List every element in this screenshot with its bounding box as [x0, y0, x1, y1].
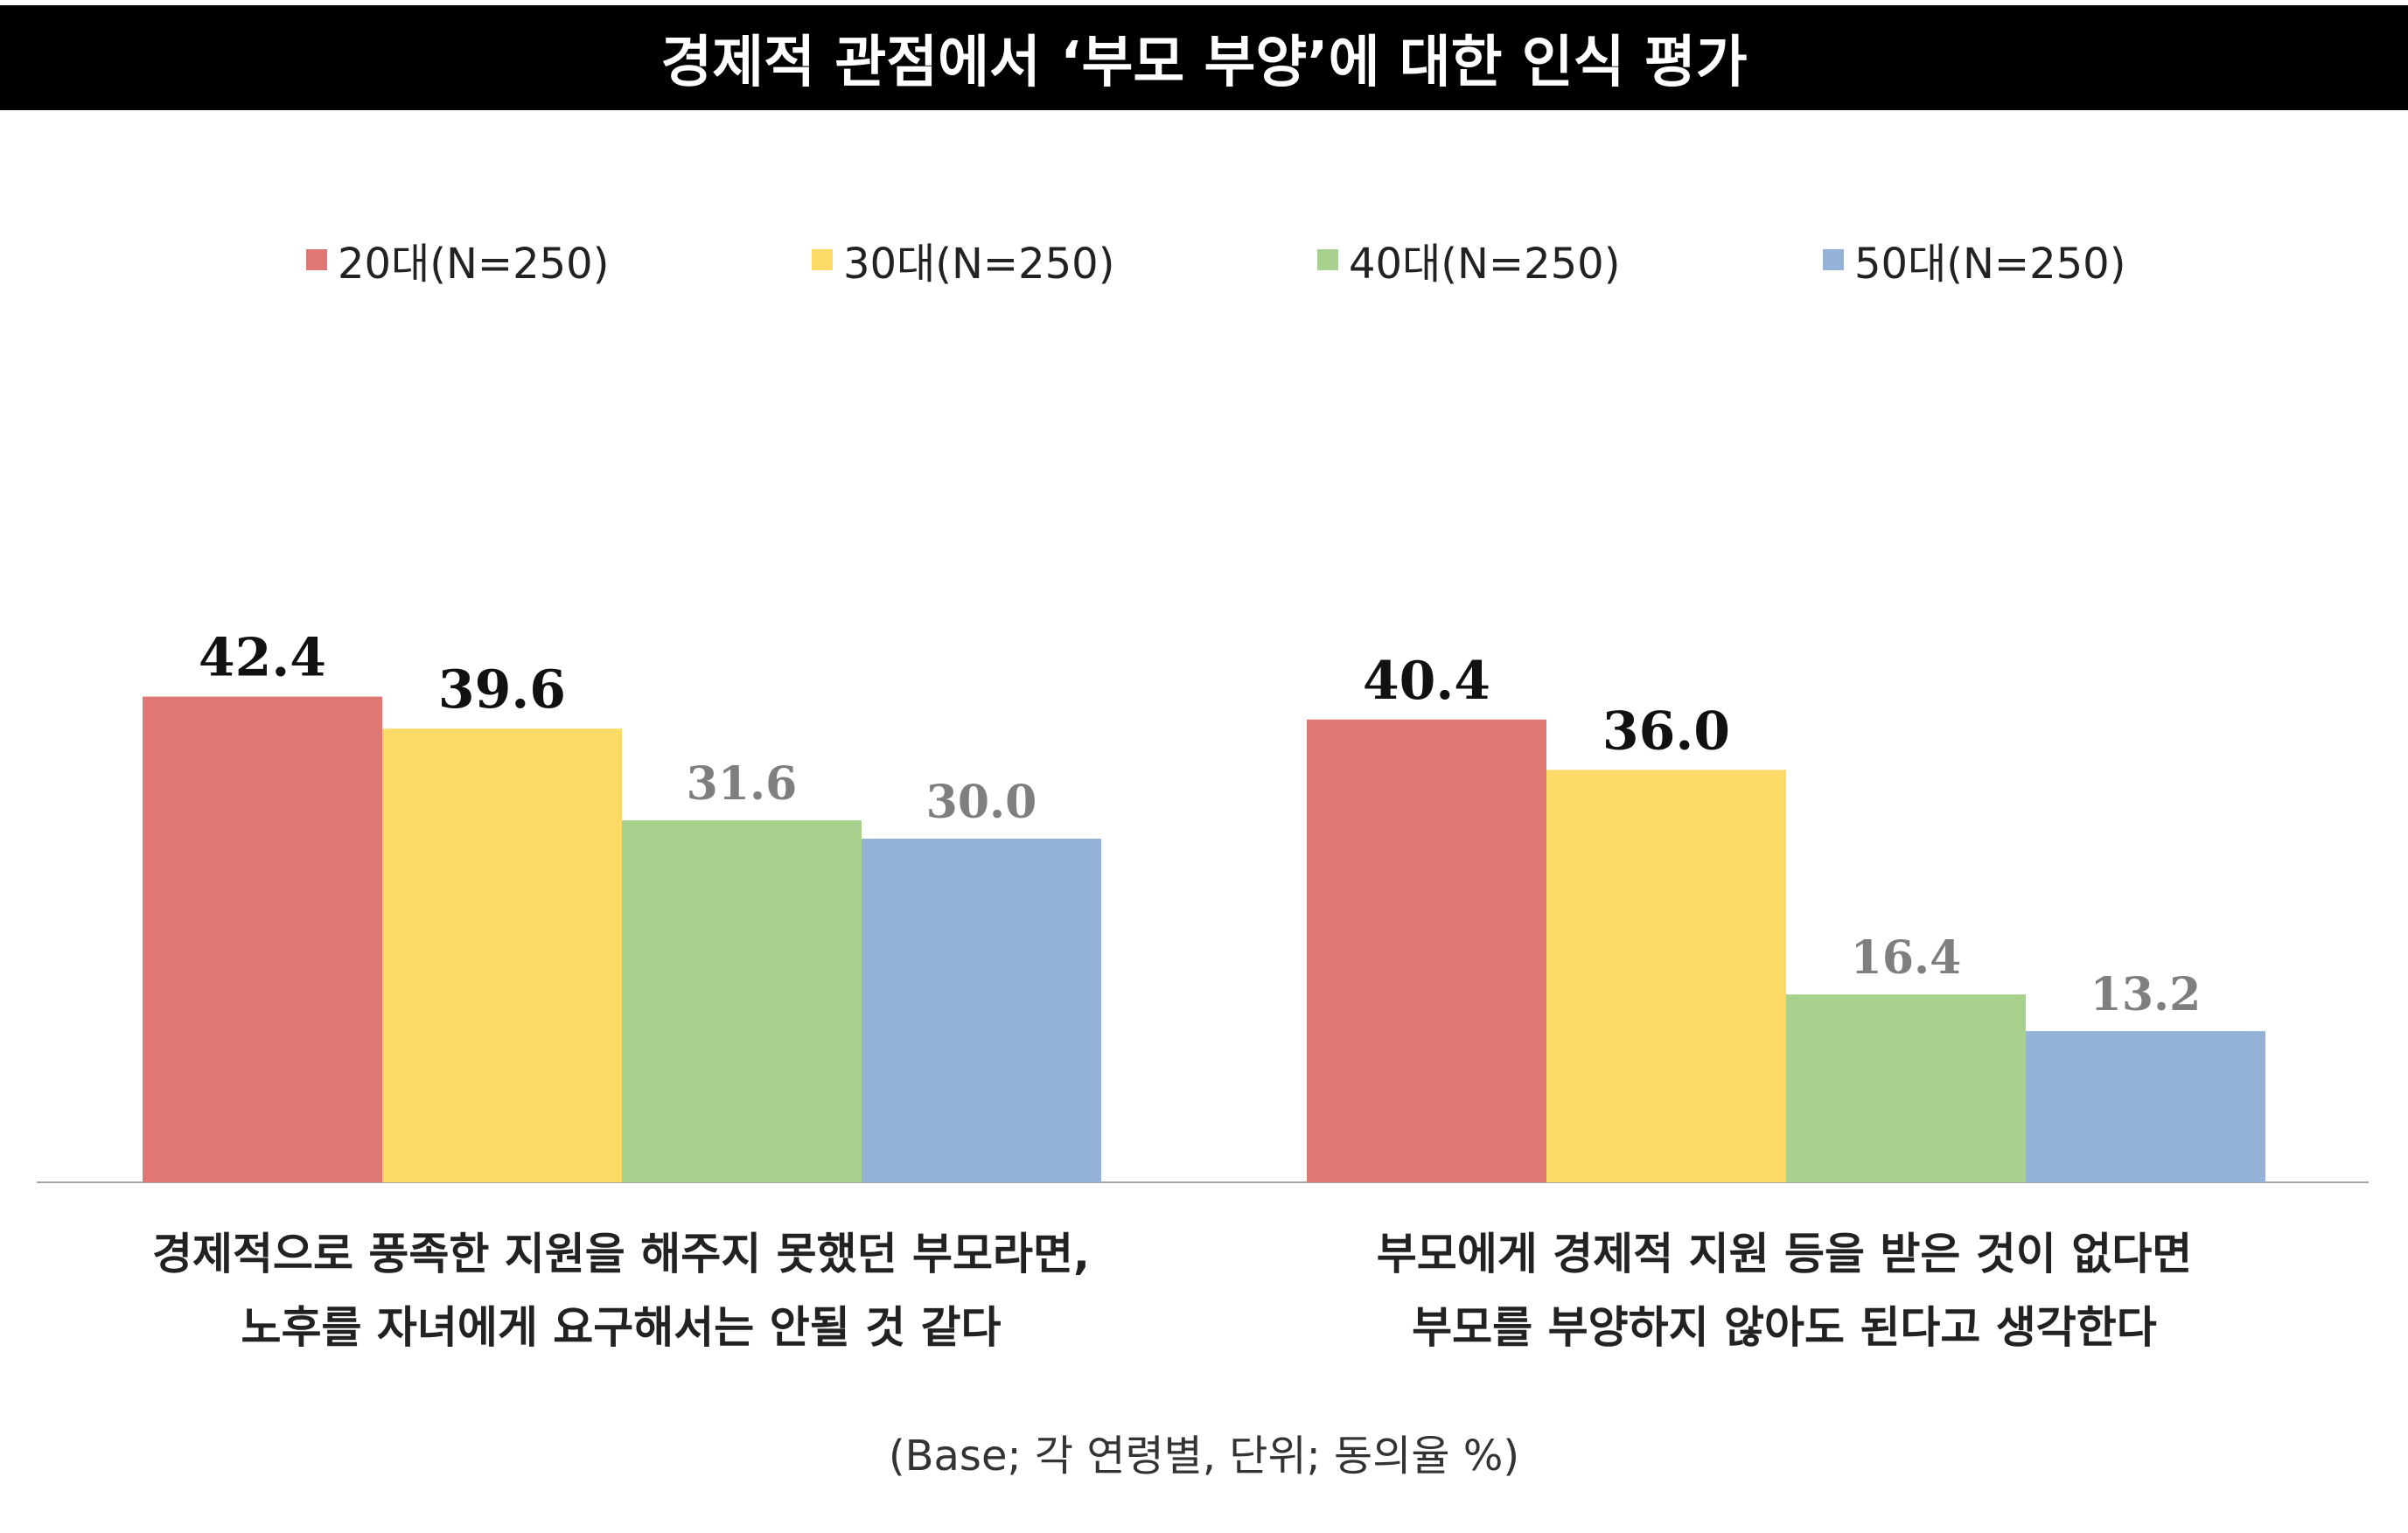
- data-label-group1-50s: 30.0: [926, 776, 1037, 829]
- data-label-group1-30s: 39.6: [438, 659, 566, 721]
- data-label-group1-20s: 42.4: [199, 628, 326, 689]
- legend-label-20s: 20대(N=250): [338, 240, 610, 289]
- data-label-group2-20s: 40.4: [1363, 651, 1490, 712]
- legend: 20대(N=250) 30대(N=250) 40대(N=250) 50대(N=2…: [0, 229, 2408, 290]
- legend-label-40s: 40대(N=250): [1349, 240, 1621, 289]
- legend-item-30s: 30대(N=250): [812, 229, 1114, 290]
- category-label-2-line-2: 부모를 부양하지 않아도 된다고 생각한다: [1412, 1302, 2157, 1353]
- legend-item-20s: 20대(N=250): [306, 229, 609, 290]
- bar-group1-20s: [143, 696, 382, 1182]
- category-label-2-line-1: 부모에게 경제적 지원 등을 받은 것이 없다면: [1376, 1229, 2193, 1279]
- legend-item-40s: 40대(N=250): [1317, 229, 1620, 290]
- bar-group2-50s: [2026, 1031, 2265, 1182]
- bar-group1-40s: [622, 820, 862, 1182]
- bar-group1-50s: [862, 839, 1101, 1182]
- legend-swatch-40s: [1317, 249, 1338, 270]
- legend-label-30s: 30대(N=250): [843, 240, 1115, 289]
- bar-group2-30s: [1546, 770, 1786, 1182]
- legend-swatch-30s: [812, 249, 833, 270]
- legend-item-50s: 50대(N=250): [1823, 229, 2125, 290]
- category-label-1-line-1: 경제적으로 풍족한 지원을 해주지 못했던 부모라면,: [151, 1229, 1091, 1279]
- category-label-1-line-2: 노후를 자녀에게 요구해서는 안될 것 같다: [241, 1302, 1002, 1353]
- data-label-group2-30s: 36.0: [1602, 700, 1730, 762]
- data-label-group2-50s: 13.2: [2090, 968, 2202, 1021]
- bar-group2-40s: [1786, 994, 2026, 1182]
- chart-title: 경제적 관점에서 ‘부모 부양’에 대한 인식 평가: [0, 5, 2408, 110]
- data-label-group1-40s: 31.6: [687, 757, 798, 811]
- legend-swatch-50s: [1823, 249, 1844, 270]
- bar-group2-20s: [1307, 719, 1546, 1182]
- legend-label-50s: 50대(N=250): [1854, 240, 2126, 289]
- category-label-2: 부모에게 경제적 지원 등을 받은 것이 없다면 부모를 부양하지 않아도 된다…: [1216, 1217, 2353, 1364]
- category-label-1: 경제적으로 풍족한 지원을 해주지 못했던 부모라면, 노후를 자녀에게 요구해…: [52, 1217, 1190, 1364]
- data-label-group2-40s: 16.4: [1851, 931, 1962, 985]
- legend-swatch-20s: [306, 249, 327, 270]
- footnote: (Base; 각 연령별, 단위; 동의율 %): [888, 1432, 1520, 1481]
- bar-group1-30s: [382, 728, 622, 1182]
